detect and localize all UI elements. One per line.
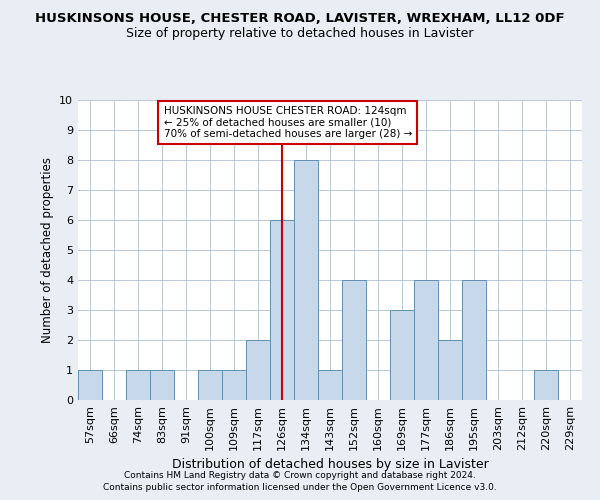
- Bar: [462, 280, 486, 400]
- Bar: [342, 280, 366, 400]
- Bar: [414, 280, 438, 400]
- Bar: [126, 370, 150, 400]
- Bar: [78, 370, 102, 400]
- Bar: [390, 310, 414, 400]
- Bar: [246, 340, 270, 400]
- Text: Size of property relative to detached houses in Lavister: Size of property relative to detached ho…: [126, 28, 474, 40]
- Y-axis label: Number of detached properties: Number of detached properties: [41, 157, 53, 343]
- Bar: [198, 370, 222, 400]
- Bar: [534, 370, 558, 400]
- Text: Contains public sector information licensed under the Open Government Licence v3: Contains public sector information licen…: [103, 484, 497, 492]
- Bar: [318, 370, 342, 400]
- Bar: [294, 160, 318, 400]
- Bar: [270, 220, 294, 400]
- Bar: [438, 340, 462, 400]
- Bar: [150, 370, 174, 400]
- X-axis label: Distribution of detached houses by size in Lavister: Distribution of detached houses by size …: [172, 458, 488, 471]
- Text: HUSKINSONS HOUSE, CHESTER ROAD, LAVISTER, WREXHAM, LL12 0DF: HUSKINSONS HOUSE, CHESTER ROAD, LAVISTER…: [35, 12, 565, 26]
- Text: HUSKINSONS HOUSE CHESTER ROAD: 124sqm
← 25% of detached houses are smaller (10)
: HUSKINSONS HOUSE CHESTER ROAD: 124sqm ← …: [164, 106, 412, 139]
- Text: Contains HM Land Registry data © Crown copyright and database right 2024.: Contains HM Land Registry data © Crown c…: [124, 471, 476, 480]
- Bar: [222, 370, 246, 400]
